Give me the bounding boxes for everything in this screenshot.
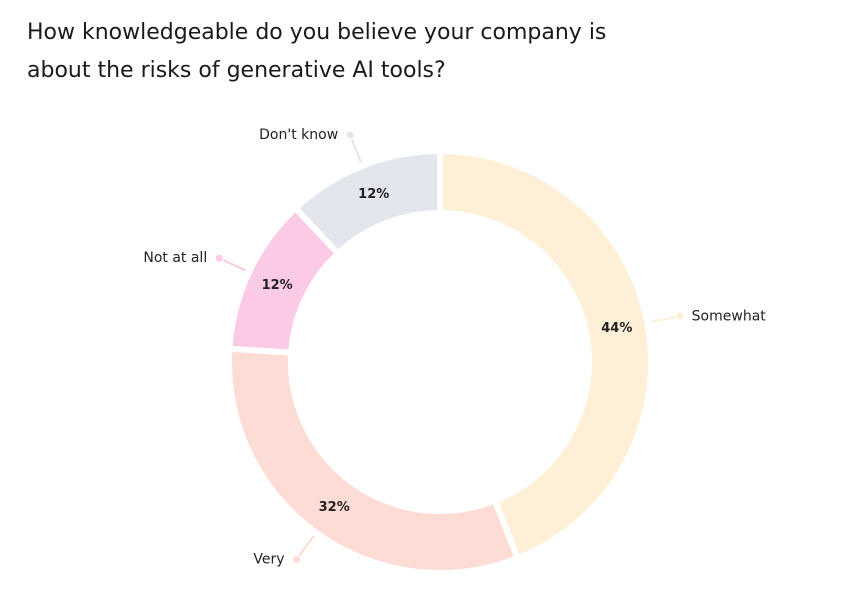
- category-label: Very: [253, 551, 284, 567]
- category-label: Don't know: [259, 127, 338, 143]
- chart-title: How knowledgeable do you believe your co…: [27, 20, 607, 83]
- value-label: 32%: [319, 500, 350, 515]
- legend-dot: [214, 253, 224, 263]
- donut-segment: [437, 148, 654, 562]
- value-label: 12%: [358, 187, 389, 202]
- legend-dot: [345, 130, 355, 140]
- leader-line: [349, 134, 362, 163]
- donut-segment: [226, 345, 521, 576]
- donut-segment: [292, 148, 443, 257]
- leader-line: [295, 535, 315, 560]
- value-label: 44%: [601, 321, 632, 336]
- value-label: 12%: [262, 278, 293, 293]
- leader-line: [218, 257, 246, 272]
- legend-dot: [292, 554, 302, 564]
- category-label: Somewhat: [692, 308, 767, 324]
- leader-line: [651, 315, 680, 323]
- legend-dot: [675, 311, 685, 321]
- category-label: Not at all: [143, 250, 207, 266]
